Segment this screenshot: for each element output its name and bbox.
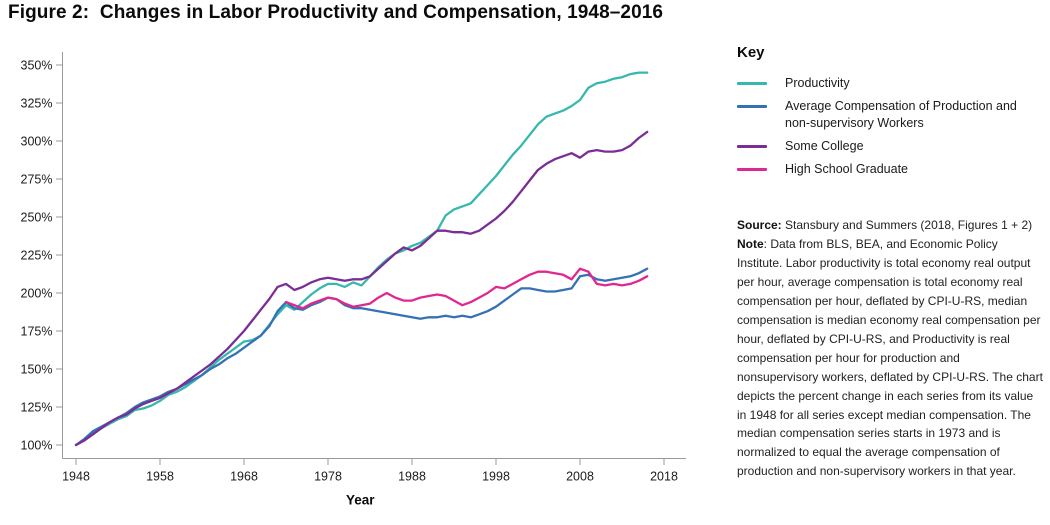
- legend-swatch-icon: [737, 104, 767, 108]
- legend-swatch-icon: [737, 167, 767, 171]
- x-tick-label: 1978: [314, 470, 342, 484]
- y-tick-label: 275%: [21, 173, 53, 187]
- y-tick-label: 300%: [21, 135, 53, 149]
- y-tick-label: 325%: [21, 97, 53, 111]
- y-tick-label: 225%: [21, 249, 53, 263]
- y-tick-label: 200%: [21, 287, 53, 301]
- x-tick-label: 1988: [398, 470, 426, 484]
- y-tick-label: 150%: [21, 363, 53, 377]
- x-tick-label: 2008: [566, 470, 594, 484]
- legend-item-1: Average Compensation of Production and n…: [737, 98, 1037, 132]
- series-line-high-school-graduate: [284, 267, 649, 310]
- legend-swatch-icon: [737, 82, 767, 85]
- x-tick-label: 1958: [146, 470, 174, 484]
- source-note: Source: Stansbury and Summers (2018, Fig…: [737, 216, 1043, 481]
- legend-item-3: High School Graduate: [737, 161, 1037, 178]
- legend-item-label: Some College: [785, 138, 864, 153]
- series-line-some-college: [74, 130, 649, 447]
- legend-item-label: Average Compensation of Production and n…: [785, 98, 1017, 130]
- page-title: Figure 2: Changes in Labor Productivity …: [8, 2, 664, 23]
- note-label: Note: [737, 236, 764, 251]
- source-label: Source:: [737, 218, 782, 232]
- x-tick-label: 1998: [482, 470, 510, 484]
- source-text: Stansbury and Summers (2018, Figures 1 +…: [781, 218, 1033, 232]
- x-tick-label: 1948: [62, 470, 90, 484]
- legend-item-label: Productivity: [785, 76, 850, 90]
- y-tick-label: 250%: [21, 211, 53, 225]
- note-text: : Data from BLS, BEA, and Economic Polic…: [737, 236, 1043, 479]
- x-axis-title: Year: [346, 493, 375, 508]
- legend-item-2: Some College: [737, 138, 1037, 155]
- series-line-average-compensation-of-production-and-n: [74, 267, 649, 447]
- y-tick-label: 100%: [21, 439, 53, 453]
- legend-item-label: High School Graduate: [785, 161, 908, 176]
- x-tick-label: 2018: [650, 470, 678, 484]
- series-line-productivity: [74, 71, 649, 447]
- line-chart: 100% 125% 150% 175% 200% 225% 250% 275% 300% 325%…: [21, 52, 686, 508]
- legend-title: Key: [737, 44, 765, 61]
- legend-item-0: Productivity: [737, 75, 1037, 92]
- y-tick-label: 350%: [21, 59, 53, 73]
- x-tick-label: 1968: [230, 470, 258, 484]
- y-tick-label: 175%: [21, 325, 53, 339]
- chart-legend: Key Productivity Average Compensation of …: [737, 44, 1037, 183]
- y-tick-label: 125%: [21, 401, 53, 415]
- legend-swatch-icon: [737, 144, 767, 148]
